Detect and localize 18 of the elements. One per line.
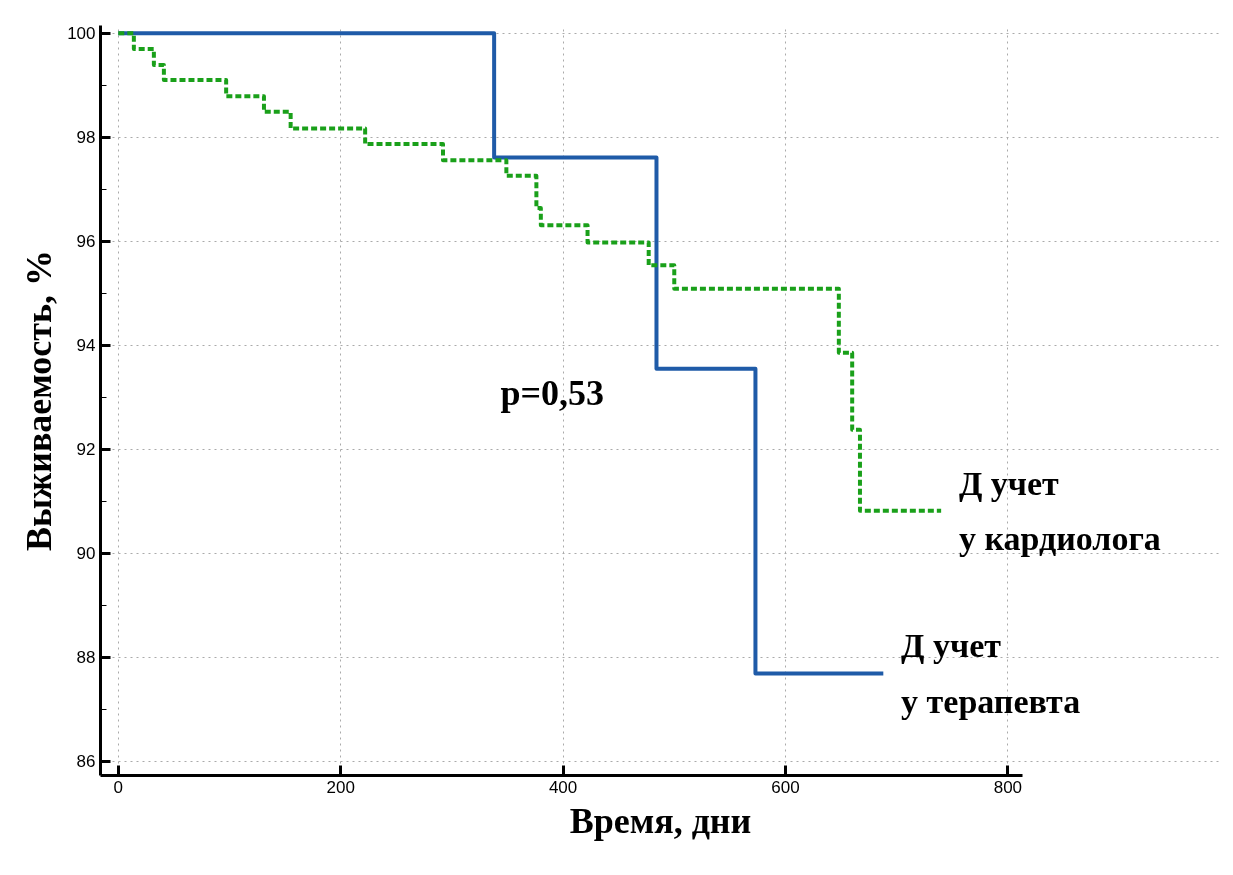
y-tick-label: 86 <box>76 752 96 772</box>
series-label: Д учет у терапевта <box>901 627 1081 720</box>
x-tick-label: 600 <box>771 777 800 797</box>
annotation: p=0,53 <box>500 373 604 413</box>
x-axis-title: Время, дни <box>569 800 752 841</box>
x-tick-label: 800 <box>993 777 1023 797</box>
x-tick-label: 200 <box>326 777 355 797</box>
y-axis-title: Выживаемость, % <box>19 249 60 552</box>
x-tick-label: 0 <box>113 777 124 797</box>
y-tick-label: 90 <box>76 544 96 564</box>
y-tick-label: 88 <box>76 648 96 668</box>
y-tick-label: 94 <box>76 336 96 356</box>
y-tick-label: 98 <box>76 128 96 148</box>
y-tick-label: 100 <box>67 24 96 44</box>
y-tick-label: 96 <box>76 232 96 252</box>
x-tick-label: 400 <box>548 777 578 797</box>
series-label: Д учет у кардиолога <box>958 464 1161 558</box>
y-tick-label: 92 <box>76 440 96 460</box>
